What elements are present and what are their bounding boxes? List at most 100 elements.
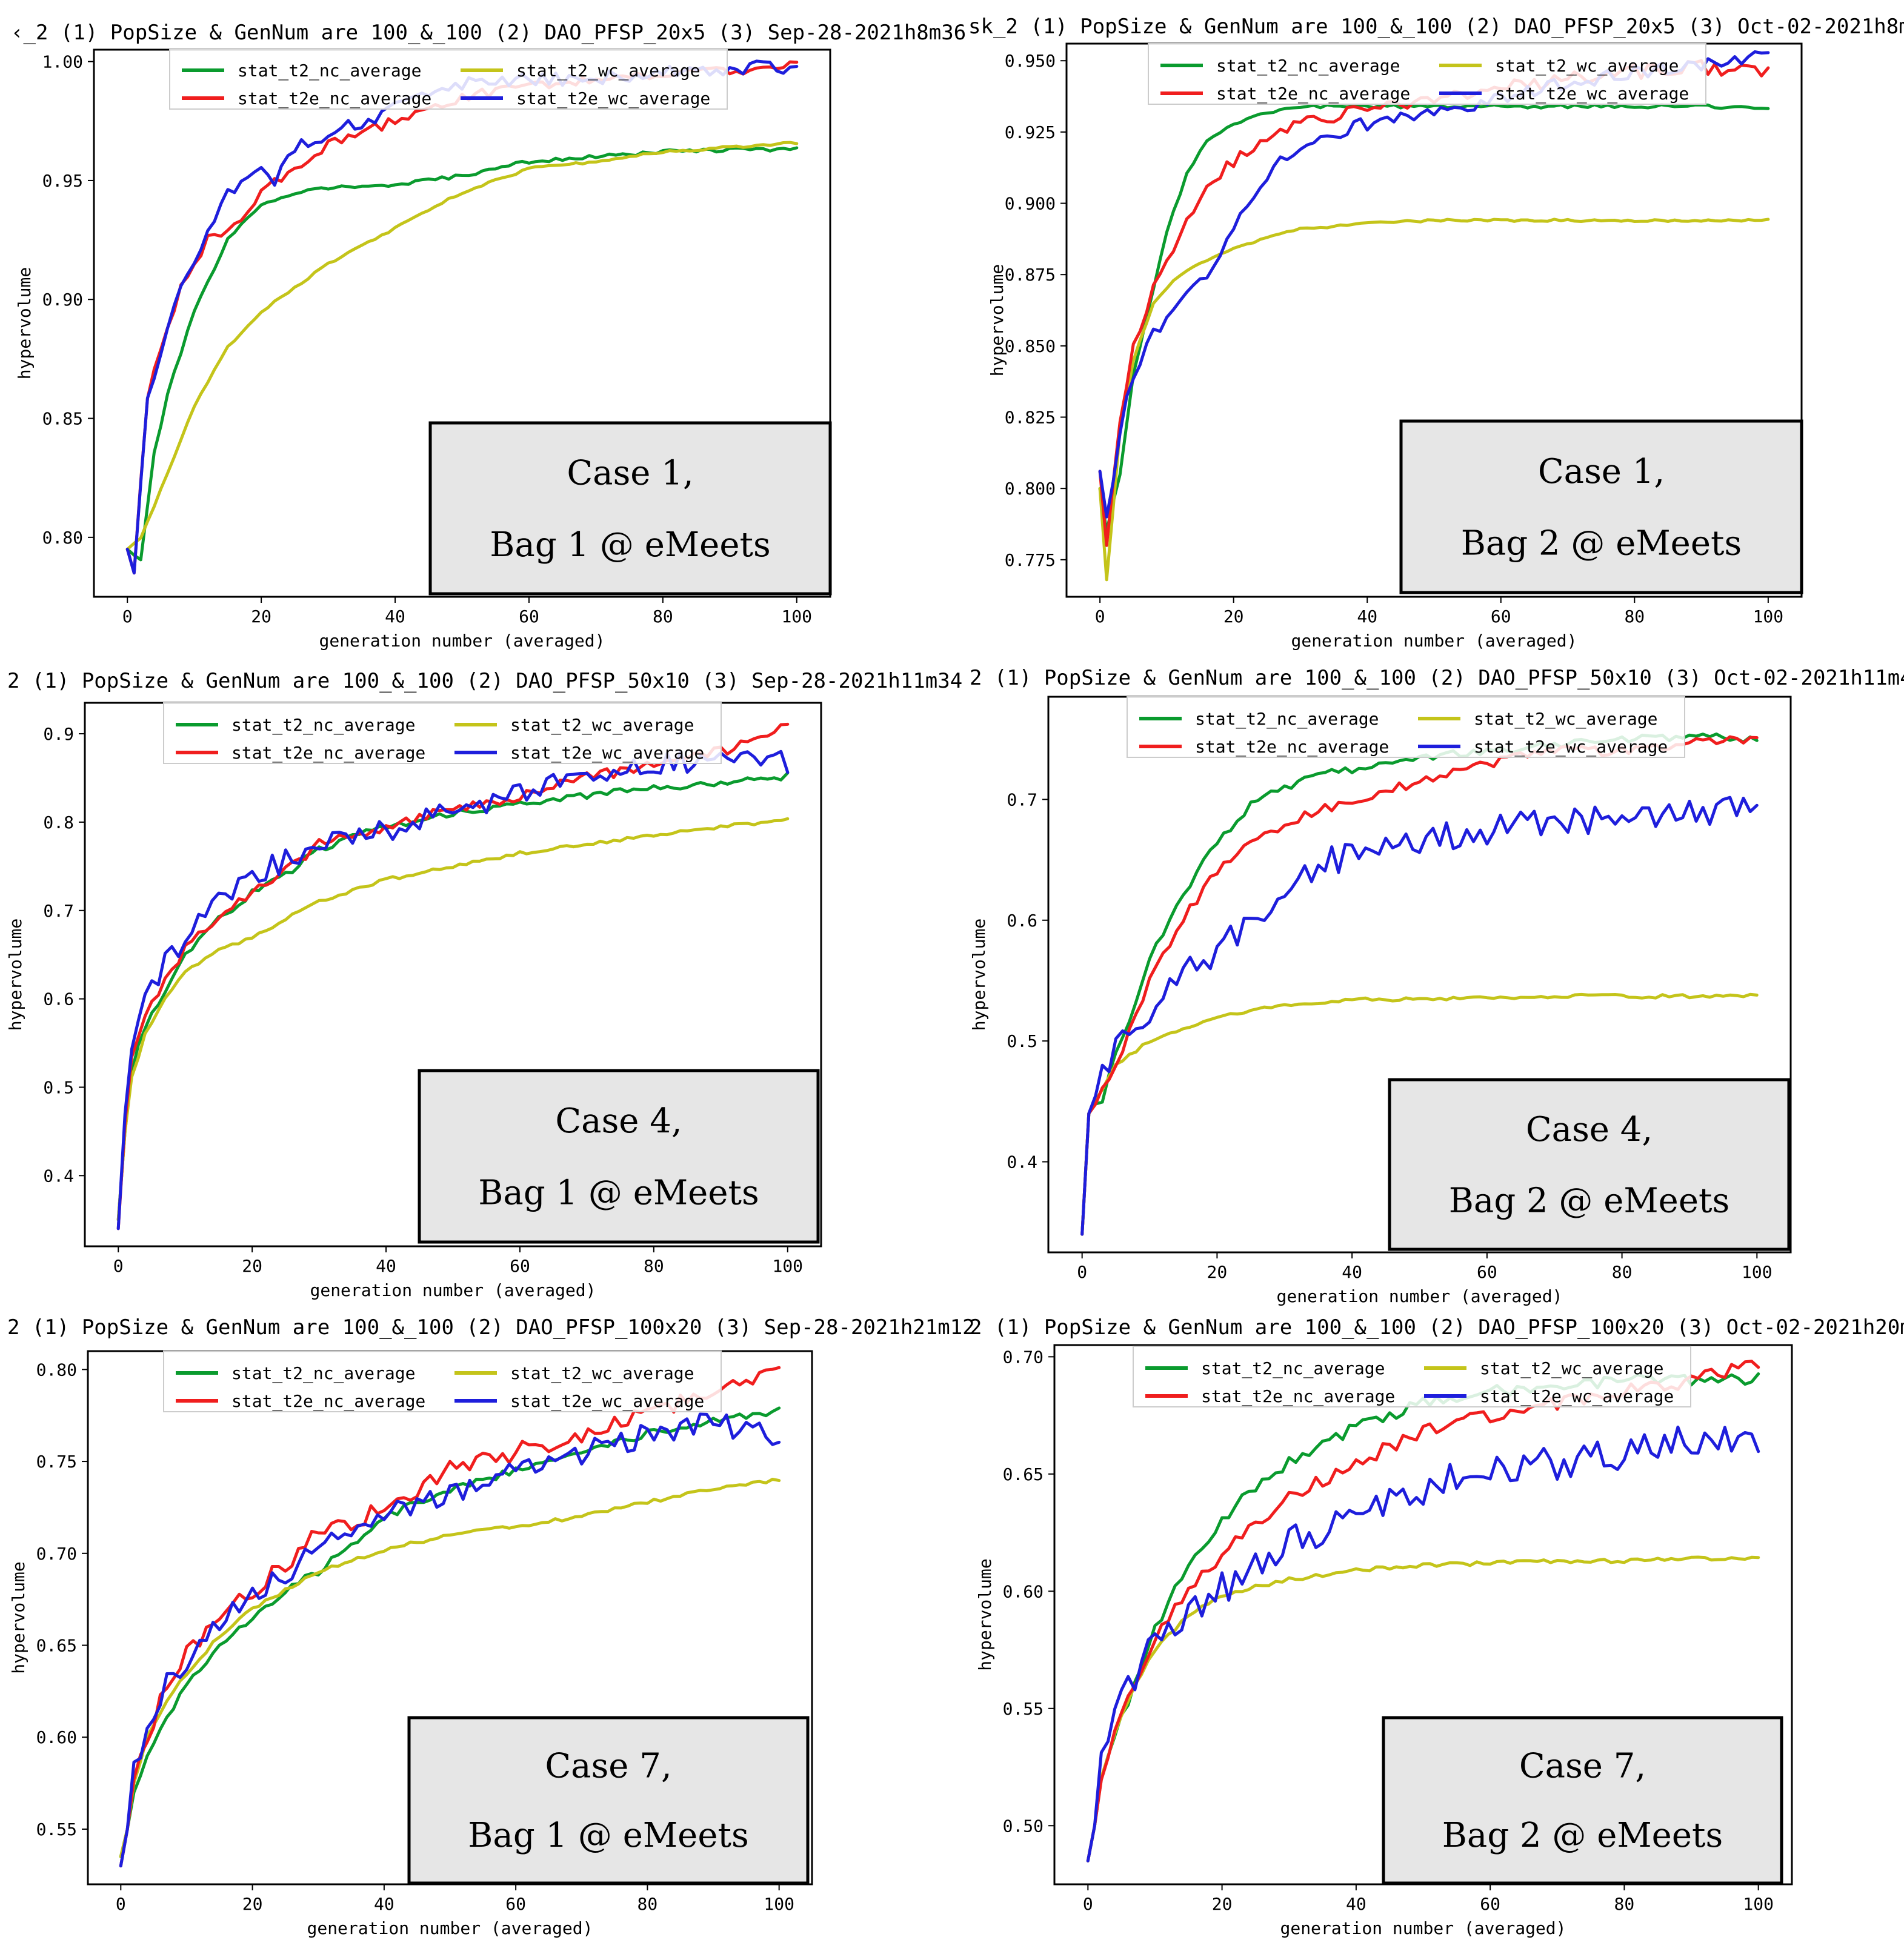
series-line-t2_wc [125,141,799,551]
y-tick-label: 0.825 [1005,408,1056,428]
y-tick-label: 0.900 [1005,194,1056,214]
legend-label-t2_nc: stat_t2_nc_average [1201,1358,1385,1379]
x-axis-label: generation number (averaged) [1291,631,1577,651]
x-tick-label: 0 [1077,1262,1087,1282]
y-tick-label: 0.85 [42,409,83,429]
legend-label-t2_nc: stat_t2_nc_average [231,1363,415,1384]
legend: stat_t2_nc_average stat_t2_wc_averagestat… [1127,696,1685,758]
y-tick-label: 0.850 [1005,336,1056,356]
y-tick-label: 0.70 [1003,1347,1044,1367]
case-label-line-2: Bag 2 @ eMeets [1461,524,1742,563]
y-tick-label: 0.80 [42,528,83,548]
case-box [1388,1078,1791,1251]
x-tick-label: 100 [1743,1894,1774,1914]
case-label-line-1: Case 4, [1526,1110,1653,1149]
x-tick-label: 60 [519,606,539,626]
x-tick-label: 20 [1207,1262,1228,1282]
x-tick-label: 40 [1357,606,1377,626]
legend-background [163,702,722,764]
legend-label-t2_wc: stat_t2_wc_average [510,1363,694,1384]
legend: stat_t2_nc_average stat_t2_wc_averagestat… [1133,1346,1691,1407]
x-tick-label: 100 [1742,1262,1773,1282]
chart-title: ‹_2 (1) PopSize & GenNum are 100_&_100 (… [11,21,966,45]
case-box [407,1716,810,1885]
chart-title: sk_2 (1) PopSize & GenNum are 100_&_100 … [968,15,1904,39]
legend-background [169,48,728,110]
case-label-line-2: Bag 1 @ eMeets [490,525,770,565]
legend: stat_t2_nc_average stat_t2_wc_averagestat… [163,702,722,764]
y-tick-label: 0.55 [1003,1699,1044,1719]
y-tick-label: 0.6 [1007,911,1037,931]
legend-label-t2e_wc: stat_t2e_wc_average [1474,737,1668,757]
case-annotation: Case 7, Bag 2 @ eMeets [1382,1716,1783,1885]
case-annotation: Case 1, Bag 2 @ eMeets [1399,419,1803,594]
case-annotation: Case 1, Bag 1 @ eMeets [428,421,832,596]
y-tick-label: 0.70 [36,1544,77,1564]
legend-label-t2e_nc: stat_t2e_nc_average [231,743,425,763]
chart-panel-2: sk_2 (1) PopSize & GenNum are 100_&_100 … [968,15,1904,651]
case-box [1382,1716,1783,1885]
x-tick-label: 0 [122,606,133,626]
x-tick-label: 20 [242,1256,262,1276]
case-label-line-1: Case 7, [545,1746,671,1786]
legend-label-t2e_nc: stat_t2e_nc_average [1201,1386,1395,1407]
y-tick-label: 0.65 [1003,1464,1044,1484]
y-tick-label: 0.80 [36,1360,77,1380]
y-tick-label: 0.65 [36,1636,77,1656]
legend-label-t2e_wc: stat_t2e_wc_average [516,88,710,109]
y-tick-label: 0.6 [43,989,74,1009]
case-label-line-2: Bag 1 @ eMeets [478,1174,759,1213]
y-tick-label: 0.60 [36,1727,77,1747]
series-line-t2e_wc [1086,1425,1760,1862]
legend: stat_t2_nc_average stat_t2_wc_averagestat… [1148,43,1706,105]
series-line-t2e_wc [119,1412,781,1868]
x-axis-label: generation number (averaged) [307,1918,593,1938]
y-tick-label: 0.7 [43,901,74,921]
case-label-line-2: Bag 1 @ eMeets [468,1816,748,1855]
y-tick-label: 0.90 [42,290,83,310]
y-tick-label: 1.00 [42,52,83,72]
x-tick-label: 100 [781,606,812,626]
legend-label-t2_nc: stat_t2_nc_average [1195,709,1379,729]
x-tick-label: 0 [116,1894,126,1914]
series-line-t2_nc [1098,103,1770,533]
x-tick-label: 100 [764,1894,794,1914]
x-axis-label: generation number (averaged) [1280,1918,1566,1938]
x-tick-label: 40 [374,1894,394,1914]
legend-label-t2_nc: stat_t2_nc_average [1216,56,1400,76]
x-tick-label: 40 [385,606,405,626]
legend-label-t2e_nc: stat_t2e_nc_average [1216,84,1410,104]
x-tick-label: 60 [510,1256,530,1276]
y-tick-label: 0.5 [43,1077,74,1097]
legend-label-t2_nc: stat_t2_nc_average [238,61,421,81]
x-tick-label: 20 [1223,606,1244,626]
x-axis-label: generation number (averaged) [319,631,605,651]
chart-panel-4: 2 (1) PopSize & GenNum are 100_&_100 (2)… [969,666,1904,1306]
y-tick-label: 0.950 [1005,51,1056,71]
x-axis-label: generation number (averaged) [1276,1286,1562,1306]
x-tick-label: 100 [772,1256,803,1276]
y-tick-label: 0.95 [42,171,83,191]
x-axis-label: generation number (averaged) [310,1280,596,1300]
legend-background [1133,1346,1691,1407]
x-tick-label: 60 [505,1894,526,1914]
legend-label-t2e_wc: stat_t2e_wc_average [1495,84,1689,104]
legend-label-t2_wc: stat_t2_wc_average [1495,56,1679,76]
y-axis-label: hypervolume [15,267,35,379]
case-annotation: Case 4, Bag 2 @ eMeets [1388,1078,1791,1251]
case-label-line-1: Case 7, [1519,1746,1646,1786]
chart-title: 2 (1) PopSize & GenNum are 100_&_100 (2)… [970,666,1904,690]
chart-panel-3: 2 (1) PopSize & GenNum are 100_&_100 (2)… [5,669,962,1300]
series-line-t2_nc [116,771,790,1221]
x-tick-label: 60 [1480,1894,1500,1914]
series-line-t2_wc [1098,218,1770,582]
case-annotation: Case 7, Bag 1 @ eMeets [407,1716,810,1885]
legend-label-t2e_wc: stat_t2e_wc_average [510,743,704,763]
y-tick-label: 0.75 [36,1452,77,1472]
x-tick-label: 20 [1212,1894,1233,1914]
x-tick-label: 20 [242,1894,263,1914]
y-tick-label: 0.5 [1007,1031,1037,1051]
y-tick-label: 0.7 [1007,789,1037,809]
x-tick-label: 40 [1342,1262,1362,1282]
